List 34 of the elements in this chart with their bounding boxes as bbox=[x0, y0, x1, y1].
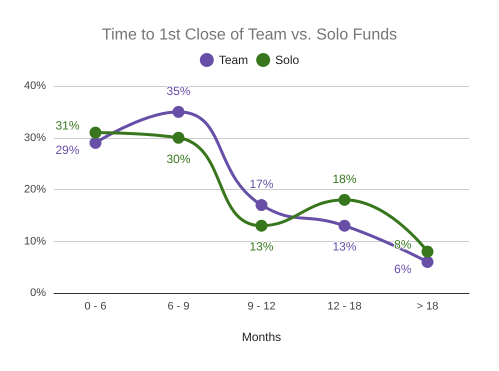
point bbox=[256, 199, 268, 212]
data-label: 6% bbox=[394, 262, 412, 276]
point bbox=[338, 194, 350, 206]
x-tick-label: 6 - 9 bbox=[167, 300, 190, 312]
point bbox=[172, 132, 184, 144]
data-label: 18% bbox=[332, 172, 357, 186]
point bbox=[422, 246, 434, 258]
legend-label: Team bbox=[218, 53, 248, 67]
point bbox=[338, 220, 350, 232]
data-label: 13% bbox=[249, 240, 274, 254]
legend-label: Solo bbox=[275, 53, 300, 67]
x-axis-title: Months bbox=[242, 330, 282, 344]
point bbox=[90, 136, 102, 149]
point bbox=[256, 220, 268, 232]
x-tick-label: > 18 bbox=[416, 300, 438, 312]
y-tick-label: 40% bbox=[24, 80, 46, 92]
y-tick-label: 10% bbox=[24, 235, 46, 248]
y-tick-label: 30% bbox=[24, 132, 46, 144]
data-label: 30% bbox=[166, 152, 191, 166]
x-tick-label: 0 - 6 bbox=[84, 300, 107, 312]
x-tick-label: 9 - 12 bbox=[247, 300, 276, 312]
y-tick-label: 20% bbox=[24, 184, 46, 196]
chart-title: Time to 1st Close of Team vs. Solo Funds bbox=[102, 26, 398, 44]
data-label: 13% bbox=[332, 240, 357, 254]
data-label: 17% bbox=[249, 177, 274, 192]
data-label: 31% bbox=[55, 118, 80, 133]
data-label: 29% bbox=[55, 142, 80, 157]
data-label: 8% bbox=[394, 238, 412, 252]
y-tick-label: 0% bbox=[30, 287, 46, 299]
point bbox=[172, 106, 184, 118]
point bbox=[422, 256, 434, 268]
x-tick-label: 12 - 18 bbox=[327, 300, 362, 312]
point bbox=[90, 126, 102, 139]
data-label: 35% bbox=[166, 84, 191, 98]
